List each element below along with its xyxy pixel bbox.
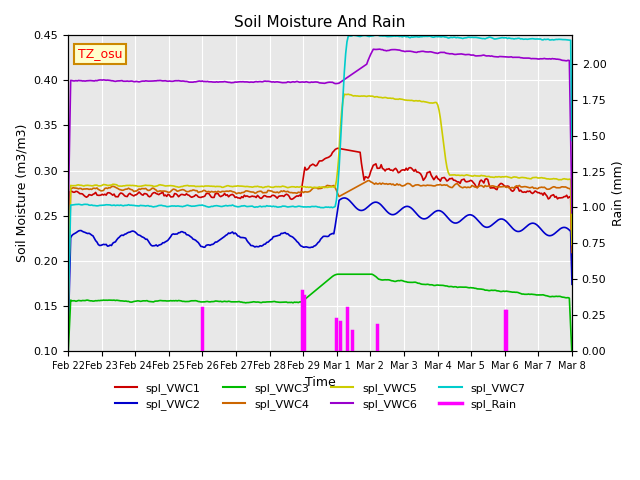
Title: Soil Moisture And Rain: Soil Moisture And Rain: [234, 15, 406, 30]
Y-axis label: Rain (mm): Rain (mm): [612, 160, 625, 226]
Y-axis label: Soil Moisture (m3/m3): Soil Moisture (m3/m3): [15, 124, 28, 262]
Text: TZ_osu: TZ_osu: [78, 48, 123, 60]
X-axis label: Time: Time: [305, 376, 335, 389]
Legend: spl_VWC1, spl_VWC2, spl_VWC3, spl_VWC4, spl_VWC5, spl_VWC6, spl_VWC7, spl_Rain: spl_VWC1, spl_VWC2, spl_VWC3, spl_VWC4, …: [110, 378, 530, 415]
